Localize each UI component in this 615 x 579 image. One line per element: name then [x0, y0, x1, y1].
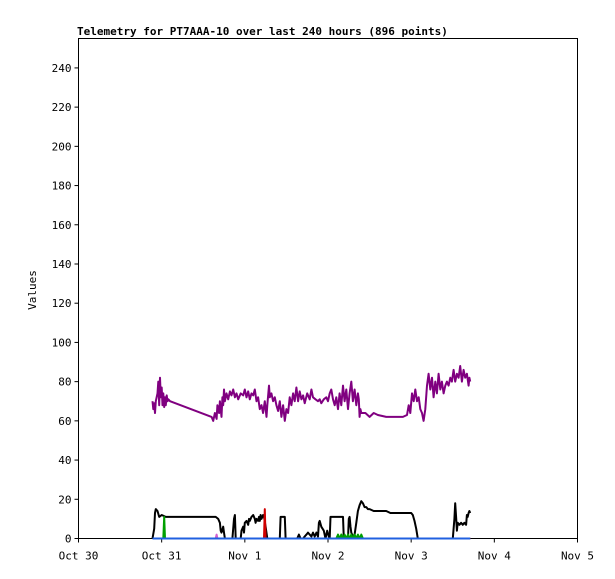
chart-title: Telemetry for PT7AAA-10 over last 240 ho…: [77, 25, 448, 38]
x-tick-label: Nov 5: [561, 550, 594, 563]
series-line-1: [151, 500, 472, 540]
series-group: [151, 365, 472, 540]
y-tick-label: 0: [65, 533, 72, 546]
y-tick-label: 20: [58, 493, 71, 506]
y-tick-label: 180: [52, 180, 72, 193]
x-tick-label: Nov 1: [228, 550, 261, 563]
x-tick-label: Nov 4: [478, 550, 511, 563]
y-tick-label: 100: [52, 336, 72, 349]
y-tick-label: 220: [52, 101, 72, 114]
y-tick-label: 140: [52, 258, 72, 271]
y-axis-label: Values: [26, 270, 39, 310]
y-tick-label: 80: [58, 376, 71, 389]
y-tick-label: 60: [58, 415, 71, 428]
x-tick-label: Oct 30: [59, 550, 99, 563]
y-axis: 0 20 40 60 80 100 120 140 160 180 200 220 240: [52, 62, 79, 546]
series-line-0: [151, 365, 472, 422]
x-tick-label: Oct 31: [142, 550, 182, 563]
y-tick-label: 40: [58, 454, 71, 467]
y-tick-label: 240: [52, 62, 72, 75]
plot-frame: [78, 38, 578, 539]
x-axis: Oct 30 Oct 31 Nov 1 Nov 2 Nov 3 Nov 4 Nov 5: [59, 538, 594, 563]
y-tick-label: 200: [52, 140, 72, 153]
x-tick-label: Nov 2: [311, 550, 344, 563]
x-tick-label: Nov 3: [395, 550, 428, 563]
y-tick-label: 120: [52, 297, 72, 310]
y-tick-label: 160: [52, 219, 72, 232]
